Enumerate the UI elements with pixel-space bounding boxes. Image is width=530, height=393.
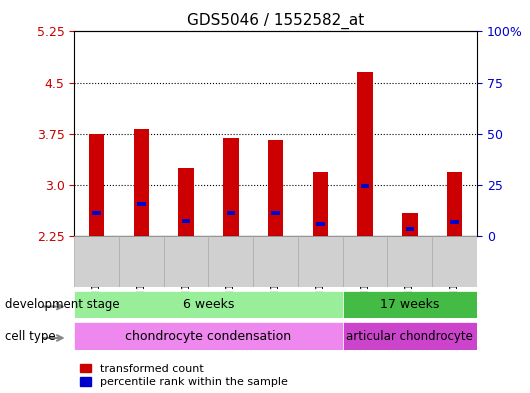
- Bar: [134, 129, 149, 236]
- Bar: [343, 322, 477, 350]
- Bar: [402, 213, 418, 236]
- Text: 6 weeks: 6 weeks: [183, 298, 234, 311]
- FancyBboxPatch shape: [298, 236, 343, 287]
- FancyBboxPatch shape: [432, 236, 477, 287]
- Text: cell type: cell type: [5, 329, 56, 343]
- Bar: [271, 211, 280, 215]
- Bar: [361, 184, 369, 188]
- Bar: [316, 222, 325, 226]
- Text: 17 weeks: 17 weeks: [380, 298, 439, 311]
- Bar: [447, 173, 463, 236]
- Bar: [182, 219, 190, 223]
- Bar: [357, 72, 373, 236]
- Bar: [74, 291, 343, 318]
- Bar: [343, 291, 477, 318]
- Bar: [92, 211, 101, 215]
- Bar: [178, 168, 194, 236]
- Text: chondrocyte condensation: chondrocyte condensation: [126, 329, 292, 343]
- Bar: [450, 220, 459, 224]
- Bar: [313, 173, 328, 236]
- FancyBboxPatch shape: [253, 236, 298, 287]
- Bar: [405, 227, 414, 231]
- Legend: transformed count, percentile rank within the sample: transformed count, percentile rank withi…: [80, 364, 288, 387]
- Bar: [74, 322, 343, 350]
- Title: GDS5046 / 1552582_at: GDS5046 / 1552582_at: [187, 13, 364, 29]
- Bar: [226, 211, 235, 215]
- FancyBboxPatch shape: [208, 236, 253, 287]
- Bar: [89, 134, 104, 236]
- FancyBboxPatch shape: [387, 236, 432, 287]
- Text: articular chondrocyte: articular chondrocyte: [347, 329, 473, 343]
- Bar: [137, 202, 146, 206]
- FancyBboxPatch shape: [343, 236, 387, 287]
- FancyBboxPatch shape: [119, 236, 164, 287]
- Bar: [223, 138, 238, 236]
- Text: development stage: development stage: [5, 298, 120, 311]
- Bar: [268, 140, 284, 236]
- FancyBboxPatch shape: [74, 236, 119, 287]
- FancyBboxPatch shape: [164, 236, 208, 287]
